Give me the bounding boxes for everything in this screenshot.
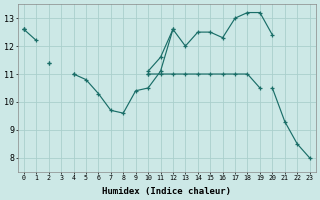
X-axis label: Humidex (Indice chaleur): Humidex (Indice chaleur) bbox=[102, 187, 231, 196]
